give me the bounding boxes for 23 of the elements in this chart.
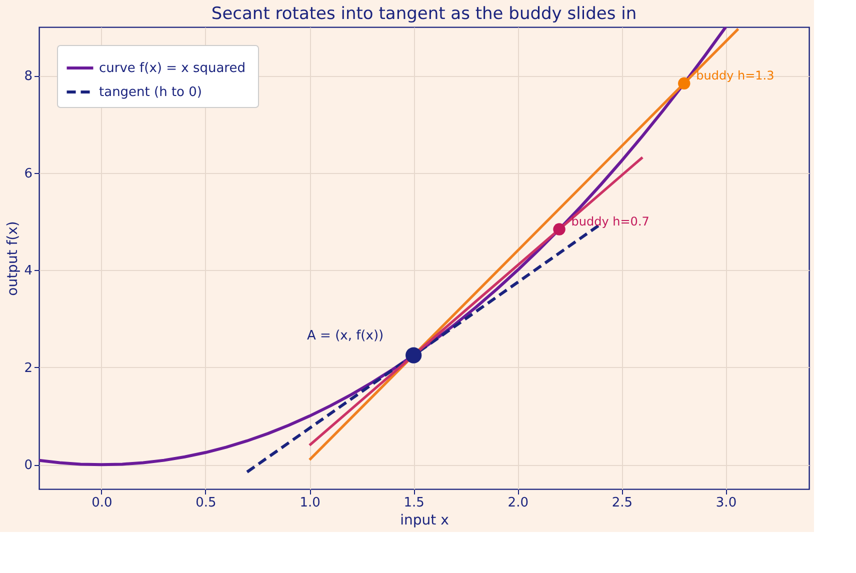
x-axis-title: input x <box>400 512 449 528</box>
y-tick-label: 0 <box>24 458 32 474</box>
y-tick-label: 2 <box>24 360 32 376</box>
x-tick-label: 2.0 <box>508 496 528 510</box>
legend-label: tangent (h to 0) <box>99 85 202 100</box>
y-axis-title: output f(x) <box>5 221 22 296</box>
y-tick-label: 8 <box>24 69 32 84</box>
point <box>553 223 566 236</box>
x-tick-label: 0.0 <box>92 496 112 510</box>
x-tick-label: 0.5 <box>196 496 216 510</box>
point <box>678 77 690 90</box>
chart-title: Secant rotates into tangent as the buddy slides in <box>211 4 637 24</box>
y-tick-label: 4 <box>24 264 32 279</box>
x-tick-label: 2.5 <box>612 496 633 510</box>
x-tick-label: 1.5 <box>404 496 424 510</box>
legend-label: curve f(x) = x squared <box>99 61 246 76</box>
series-label: buddy h=1.3 <box>696 68 774 82</box>
x-tick-label: 1.0 <box>300 496 320 510</box>
series-label: A = (x, f(x)) <box>307 328 384 344</box>
x-tick-label: 3.0 <box>716 496 737 510</box>
series-label: buddy h=0.7 <box>571 214 650 228</box>
point <box>406 347 422 364</box>
y-tick-label: 6 <box>24 166 32 182</box>
